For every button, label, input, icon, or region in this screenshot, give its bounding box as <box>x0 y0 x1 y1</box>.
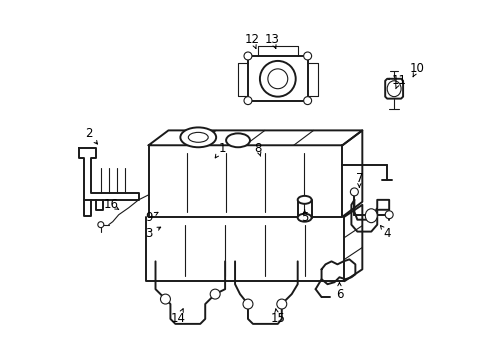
Text: 1: 1 <box>218 142 225 155</box>
Ellipse shape <box>297 196 311 204</box>
Ellipse shape <box>267 69 287 89</box>
Text: 15: 15 <box>270 312 285 325</box>
Ellipse shape <box>385 211 392 219</box>
Ellipse shape <box>210 289 220 299</box>
Ellipse shape <box>276 299 286 309</box>
Text: 12: 12 <box>244 33 259 46</box>
Ellipse shape <box>260 61 295 96</box>
Ellipse shape <box>303 52 311 60</box>
Ellipse shape <box>303 96 311 105</box>
Ellipse shape <box>225 133 249 147</box>
Text: 2: 2 <box>85 127 92 140</box>
Text: 11: 11 <box>391 74 406 87</box>
Ellipse shape <box>244 52 251 60</box>
Text: 7: 7 <box>355 171 363 185</box>
Ellipse shape <box>243 299 252 309</box>
Text: 16: 16 <box>103 198 118 211</box>
Text: 8: 8 <box>254 142 261 155</box>
Text: 10: 10 <box>409 62 424 75</box>
Ellipse shape <box>188 132 208 142</box>
Text: 6: 6 <box>335 288 343 301</box>
Text: 14: 14 <box>170 312 185 325</box>
Text: 5: 5 <box>300 211 308 224</box>
Ellipse shape <box>180 127 216 147</box>
Ellipse shape <box>386 81 400 96</box>
Text: 3: 3 <box>144 227 152 240</box>
Ellipse shape <box>350 188 358 196</box>
Text: 9: 9 <box>144 211 152 224</box>
Ellipse shape <box>244 96 251 105</box>
Ellipse shape <box>365 209 376 223</box>
Ellipse shape <box>160 294 170 304</box>
Text: 4: 4 <box>383 227 390 240</box>
Ellipse shape <box>297 214 311 222</box>
Text: 13: 13 <box>264 33 279 46</box>
Ellipse shape <box>98 222 103 228</box>
